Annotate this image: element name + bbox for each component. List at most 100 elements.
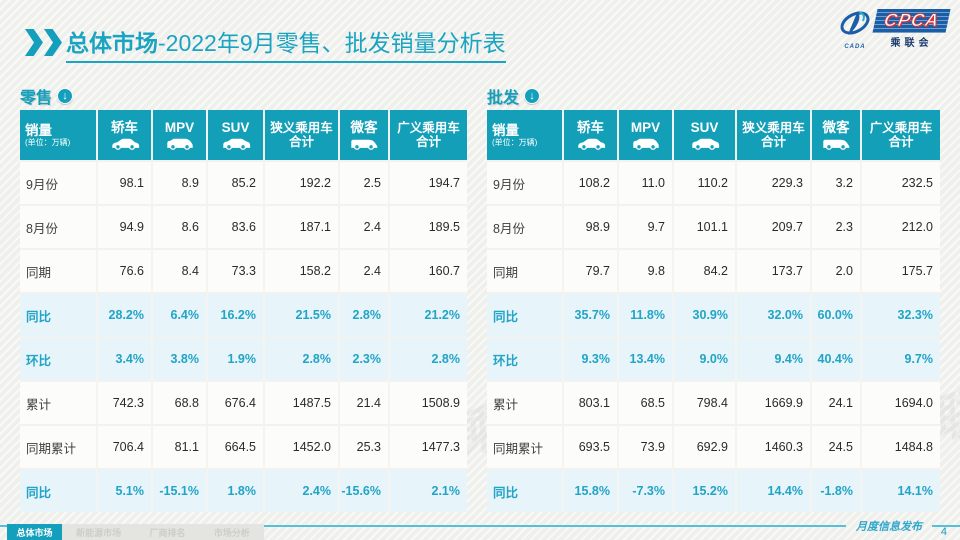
row-label: 8月份 xyxy=(20,204,96,248)
col-header-label: 销量 xyxy=(492,122,519,138)
cell-mpv: -7.3% xyxy=(617,468,672,512)
cell-suv: 692.9 xyxy=(672,424,735,468)
row-label: 同比 xyxy=(487,292,562,336)
row-label: 同比 xyxy=(20,468,96,512)
cell-sedan: 5.1% xyxy=(96,468,151,512)
row-label: 同期 xyxy=(487,248,562,292)
cell-mpv: -15.1% xyxy=(151,468,206,512)
cell-narrow-total: 209.7 xyxy=(735,204,810,248)
section-title: 批发 xyxy=(487,90,520,107)
col-header-narrow-total: 狭义乘用车 合计 xyxy=(263,110,338,160)
cell-sedan: 28.2% xyxy=(96,292,151,336)
cell-suv: 676.4 xyxy=(206,380,263,424)
minibus-icon xyxy=(349,138,379,150)
cell-minibus: 60.0% xyxy=(810,292,860,336)
cada-emblem-icon: CADA xyxy=(838,8,872,50)
page-number: 4 xyxy=(940,526,947,538)
col-header-sedan: 轿车 xyxy=(96,110,151,160)
cell-suv: 84.2 xyxy=(672,248,735,292)
cell-minibus: 2.5 xyxy=(338,160,388,204)
cell-sedan: 98.1 xyxy=(96,160,151,204)
cell-mpv: 73.9 xyxy=(617,424,672,468)
cell-mpv: 3.8% xyxy=(151,336,206,380)
cell-broad-total: 175.7 xyxy=(860,248,940,292)
col-header-sublabel: (单位：万辆) xyxy=(25,138,71,148)
cell-broad-total: 212.0 xyxy=(860,204,940,248)
cell-sedan: 9.3% xyxy=(562,336,617,380)
col-header-suv: SUV xyxy=(672,110,735,160)
col-header-mpv: MPV xyxy=(151,110,206,160)
col-header-minibus: 微客 xyxy=(338,110,388,160)
cell-narrow-total: 173.7 xyxy=(735,248,810,292)
page-title-rest: -2022年9月零售、批发销量分析表 xyxy=(158,30,506,56)
wholesale-section: 批发 ↓ 销量 (单位：万辆) 轿车 MPV SUV 狭义乘用车 合计 微客 广义乘用车 合计 9月… xyxy=(487,86,940,512)
cell-mpv: 11.8% xyxy=(617,292,672,336)
cell-sedan: 76.6 xyxy=(96,248,151,292)
cell-minibus: 3.2 xyxy=(810,160,860,204)
minibus-icon xyxy=(821,138,851,150)
cell-broad-total: 1484.8 xyxy=(860,424,940,468)
page-title: 总体市场-2022年9月零售、批发销量分析表 xyxy=(66,24,506,63)
suv-icon xyxy=(221,138,251,150)
cell-suv: 9.0% xyxy=(672,336,735,380)
row-label: 9月份 xyxy=(20,160,96,204)
cell-narrow-total: 1669.9 xyxy=(735,380,810,424)
cpca-box: CPCA xyxy=(872,9,951,33)
col-header-sublabel: (单位：万辆) xyxy=(492,138,538,148)
cell-sedan: 706.4 xyxy=(96,424,151,468)
cell-mpv: 8.6 xyxy=(151,204,206,248)
cell-narrow-total: 158.2 xyxy=(263,248,338,292)
col-header-sales: 销量 (单位：万辆) xyxy=(487,110,562,160)
cell-minibus: 2.4 xyxy=(338,204,388,248)
cell-suv: 16.2% xyxy=(206,292,263,336)
row-label: 同期累计 xyxy=(20,424,96,468)
col-header-label: 广义乘用车 xyxy=(397,120,460,135)
footer-line-right xyxy=(932,525,960,527)
cell-suv: 30.9% xyxy=(672,292,735,336)
footer-tab-strip: 新能源市场 厂商排名 市场分析 xyxy=(62,524,264,540)
col-header-sedan: 轿车 xyxy=(562,110,617,160)
cell-sedan: 79.7 xyxy=(562,248,617,292)
col-header-sublabel: 合计 xyxy=(288,135,314,149)
footer-line-left xyxy=(0,525,846,527)
col-header-sublabel: 合计 xyxy=(760,135,786,149)
col-header-label: MPV xyxy=(164,120,195,136)
cell-mpv: 68.8 xyxy=(151,380,206,424)
cell-narrow-total: 229.3 xyxy=(735,160,810,204)
cpca-logo: CADA CPCA 乘联会 xyxy=(838,8,951,50)
cell-broad-total: 21.2% xyxy=(388,292,467,336)
cell-narrow-total: 1452.0 xyxy=(263,424,338,468)
tab-overall-market[interactable]: 总体市场 xyxy=(7,524,62,540)
tab-nev-market[interactable]: 新能源市场 xyxy=(76,527,122,538)
retail-table: 销量 (单位：万辆) 轿车 MPV SUV 狭义乘用车 合计 微客 广义乘用车 合计 9月份 98.1… xyxy=(20,110,467,512)
cell-narrow-total: 192.2 xyxy=(263,160,338,204)
cell-minibus: 2.4 xyxy=(338,248,388,292)
cell-sedan: 35.7% xyxy=(562,292,617,336)
row-label: 同比 xyxy=(20,292,96,336)
cell-suv: 110.2 xyxy=(672,160,735,204)
cell-broad-total: 189.5 xyxy=(388,204,467,248)
col-header-sales: 销量 (单位：万辆) xyxy=(20,110,96,160)
cell-minibus: 24.1 xyxy=(810,380,860,424)
cell-broad-total: 14.1% xyxy=(860,468,940,512)
suv-icon xyxy=(690,138,720,150)
col-header-label: 轿车 xyxy=(577,120,604,136)
cell-narrow-total: 187.1 xyxy=(263,204,338,248)
col-header-broad-total: 广义乘用车 合计 xyxy=(860,110,940,160)
cell-mpv: 68.5 xyxy=(617,380,672,424)
row-label: 同期累计 xyxy=(487,424,562,468)
cell-minibus: 2.3 xyxy=(810,204,860,248)
row-label: 累计 xyxy=(20,380,96,424)
wholesale-table: 销量 (单位：万辆) 轿车 MPV SUV 狭义乘用车 合计 微客 广义乘用车 合计 9月份 108.… xyxy=(487,110,940,512)
cell-minibus: -15.6% xyxy=(338,468,388,512)
chevron-right-icon xyxy=(25,29,43,56)
retail-section: 零售 ↓ 销量 (单位：万辆) 轿车 MPV SUV 狭义乘用车 合计 微客 广义乘用车 合计 9月… xyxy=(20,86,467,512)
cell-sedan: 693.5 xyxy=(562,424,617,468)
col-header-broad-total: 广义乘用车 合计 xyxy=(388,110,467,160)
cell-narrow-total: 32.0% xyxy=(735,292,810,336)
sedan-icon xyxy=(576,138,606,150)
col-header-minibus: 微客 xyxy=(810,110,860,160)
tab-market-analysis[interactable]: 市场分析 xyxy=(213,527,250,538)
tab-oem-ranking[interactable]: 厂商排名 xyxy=(149,527,186,538)
cell-sedan: 94.9 xyxy=(96,204,151,248)
